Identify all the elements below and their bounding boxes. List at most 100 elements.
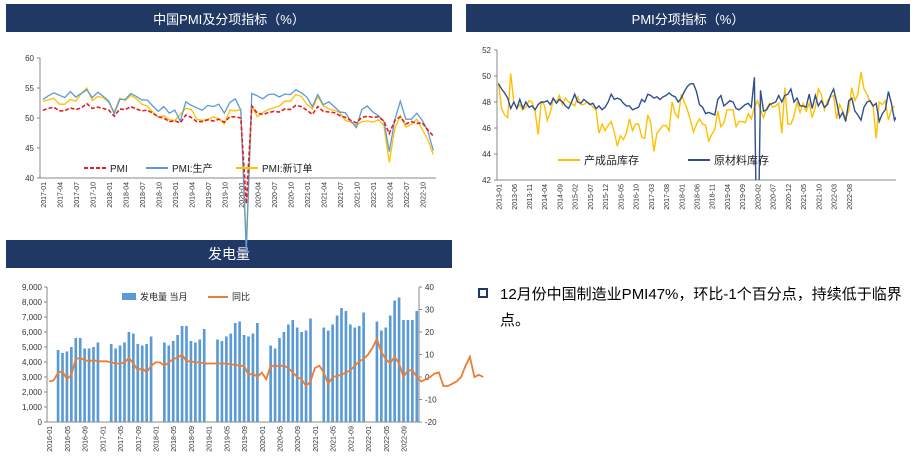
- inventory-x-tick-label: 2013-06: [512, 184, 519, 210]
- pmi-x-tick-label: 2018-10: [156, 182, 163, 208]
- inventory-x-tick-label: 2014-09: [557, 184, 564, 210]
- power-bar: [384, 327, 388, 422]
- inventory-y-tick-label: 44: [482, 150, 491, 159]
- power-x-tick-label: 2017-01: [100, 426, 107, 452]
- power-bar: [70, 347, 73, 422]
- inventory-x-tick-label: 2022-03: [832, 184, 839, 210]
- power-bar: [127, 332, 131, 422]
- power-bar: [96, 342, 100, 422]
- power-x-tick-label: 2019-05: [224, 426, 231, 452]
- power-bar: [331, 324, 334, 422]
- pmi-x-tick-label: 2021-04: [321, 182, 328, 208]
- power-x-tick-label: 2017-09: [136, 426, 143, 452]
- subindex-chart-title: PMI分项指标（%）: [631, 11, 745, 27]
- power-chart-title: 发电量: [208, 246, 250, 262]
- power-x-tick-label: 2019-09: [242, 426, 249, 452]
- square-bullet-icon: [478, 288, 488, 298]
- power-legend-line-label: 同比: [232, 291, 250, 302]
- power-bar: [176, 335, 179, 422]
- power-bar: [87, 348, 91, 422]
- power-bar: [189, 341, 193, 422]
- power-bar: [375, 321, 379, 422]
- power-x-tick-label: 2022-09: [402, 426, 409, 452]
- power-bar: [349, 324, 352, 422]
- power-bar: [171, 341, 175, 422]
- inventory-x-tick-label: 2016-05: [618, 184, 625, 210]
- pmi-legend-label: PMI:新订单: [262, 162, 313, 175]
- inventory-x-tick-label: 2018-06: [695, 184, 702, 210]
- pmi-x-tick-label: 2022-04: [387, 182, 394, 208]
- inventory-x-tick-label: 2020-02: [755, 184, 762, 210]
- power-bar: [238, 321, 241, 422]
- inventory-x-tick-label: 2015-02: [573, 184, 580, 210]
- finished-goods-inventory-line: [497, 71, 896, 152]
- power-bar: [357, 326, 361, 422]
- power-bar: [83, 348, 86, 422]
- power-right-y-tick-label: -20: [425, 418, 437, 427]
- power-bar: [145, 344, 148, 422]
- power-left-y-tick-label: 5,000: [22, 343, 43, 352]
- inventory-x-tick-label: 2020-12: [786, 184, 793, 210]
- power-bar: [56, 350, 60, 422]
- pmi-new-orders-series-line: [42, 86, 434, 243]
- power-bar: [388, 315, 392, 422]
- power-x-tick-label: 2021-09: [348, 426, 355, 452]
- pmi-x-tick-label: 2017-01: [41, 182, 48, 208]
- power-bar: [220, 341, 224, 422]
- power-bar: [362, 312, 365, 422]
- power-bar: [92, 347, 95, 422]
- inventory-y-tick-label: 52: [482, 46, 491, 55]
- power-bar: [216, 339, 219, 422]
- power-bar: [278, 338, 281, 422]
- power-bar: [180, 326, 184, 422]
- inventory-x-tick-label: 2016-10: [634, 184, 641, 210]
- power-x-tick-label: 2018-05: [171, 426, 178, 452]
- inventory-y-tick-label: 46: [482, 124, 491, 133]
- inventory-x-tick-label: 2018-11: [710, 184, 717, 209]
- pmi-x-tick-label: 2022-01: [371, 182, 378, 208]
- power-left-y-tick-label: 1,000: [22, 403, 43, 412]
- power-bar: [326, 330, 330, 422]
- inventory-x-tick-label: 2015-07: [588, 184, 595, 210]
- power-bar: [65, 351, 69, 422]
- pmi-legend-label: PMI:生产: [172, 162, 213, 175]
- pmi-x-tick-label: 2018-07: [140, 182, 147, 208]
- power-bar: [194, 342, 197, 422]
- power-bar: [132, 333, 135, 422]
- power-left-y-tick-label: 3,000: [22, 373, 43, 382]
- inventory-x-tick-label: 2021-05: [801, 184, 808, 210]
- power-x-tick-label: 2016-05: [65, 426, 72, 452]
- power-bar: [202, 329, 206, 422]
- power-bar: [109, 344, 113, 422]
- pmi-legend-label: PMI: [110, 164, 128, 175]
- pmi-x-tick-label: 2022-10: [420, 182, 427, 208]
- pmi-y-tick-label: 40: [25, 174, 34, 183]
- power-yoy-line: [48, 336, 484, 388]
- power-x-tick-label: 2019-01: [207, 426, 214, 452]
- power-left-y-tick-label: 6,000: [22, 328, 43, 337]
- power-left-y-tick-label: 9,000: [22, 283, 43, 292]
- power-bar: [247, 336, 250, 422]
- power-bar: [393, 300, 396, 422]
- inventory-x-tick-label: 2017-08: [664, 184, 671, 210]
- power-bar: [415, 311, 419, 422]
- inventory-x-tick-label: 2013-11: [527, 184, 534, 209]
- power-right-y-tick-label: 30: [425, 306, 434, 315]
- pmi-x-tick-label: 2022-07: [404, 182, 411, 208]
- power-x-tick-label: 2016-01: [47, 426, 54, 452]
- power-bar: [185, 326, 188, 422]
- power-bar: [118, 345, 122, 422]
- power-bar: [114, 348, 117, 422]
- pmi-x-tick-label: 2021-10: [354, 182, 361, 208]
- inventory-x-tick-label: 2014-04: [542, 184, 549, 210]
- pmi-x-tick-label: 2020-10: [288, 182, 295, 208]
- power-x-tick-label: 2016-09: [83, 426, 90, 452]
- note-text: 12月份中国制造业PMI47%，环比-1个百分点，持续低于临界点。: [500, 286, 902, 329]
- pmi-x-tick-label: 2020-04: [255, 182, 262, 208]
- inventory-y-tick-label: 48: [482, 98, 491, 107]
- power-left-y-tick-label: 4,000: [22, 358, 43, 367]
- pmi-x-tick-label: 2018-01: [107, 182, 114, 208]
- power-bar: [322, 327, 326, 422]
- pmi-production-series-line: [42, 88, 434, 252]
- power-bar: [344, 311, 348, 422]
